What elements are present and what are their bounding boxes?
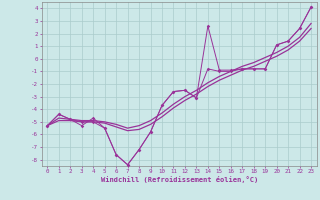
X-axis label: Windchill (Refroidissement éolien,°C): Windchill (Refroidissement éolien,°C) xyxy=(100,176,258,183)
